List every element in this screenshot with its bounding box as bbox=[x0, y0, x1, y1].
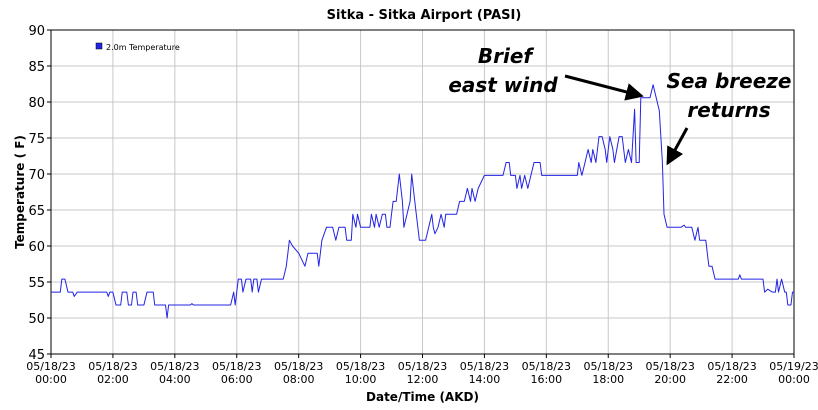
x-tick-label-time: 22:00 bbox=[716, 373, 748, 386]
x-tick-label-time: 12:00 bbox=[407, 373, 439, 386]
y-tick-label: 85 bbox=[28, 60, 45, 75]
x-tick-label-time: 00:00 bbox=[778, 373, 810, 386]
annotation-brief-line1: Brief bbox=[478, 44, 535, 68]
legend: 2.0m Temperature bbox=[95, 42, 180, 52]
x-tick-label-time: 00:00 bbox=[35, 373, 67, 386]
y-tick-label: 90 bbox=[28, 24, 45, 39]
y-tick-label: 65 bbox=[28, 204, 45, 219]
y-axis-title: Temperature ( F) bbox=[13, 135, 27, 249]
x-tick-label-date: 05/19/23 bbox=[769, 360, 818, 373]
y-tick-label: 80 bbox=[28, 96, 45, 111]
x-tick-label-time: 16:00 bbox=[530, 373, 562, 386]
x-axis-title: Date/Time (AKD) bbox=[366, 390, 479, 404]
x-tick-label-time: 04:00 bbox=[159, 373, 191, 386]
series-line-temperature bbox=[51, 84, 794, 319]
chart-title: Sitka - Sitka Airport (PASI) bbox=[327, 8, 522, 23]
x-tick-label-time: 08:00 bbox=[283, 373, 315, 386]
annotation-seabreeze-line1: Sea breeze bbox=[667, 69, 792, 93]
x-tick-label-time: 14:00 bbox=[469, 373, 501, 386]
x-tick-label-date: 05/18/23 bbox=[398, 360, 447, 373]
annotation-brief-arrow bbox=[564, 74, 644, 101]
x-tick-label-time: 10:00 bbox=[345, 373, 377, 386]
x-tick-label-date: 05/18/23 bbox=[584, 360, 633, 373]
y-tick-labels: 45 50 55 60 65 70 75 80 85 90 bbox=[28, 24, 51, 363]
x-tick-label-date: 05/18/23 bbox=[212, 360, 261, 373]
y-tick-label: 70 bbox=[28, 168, 45, 183]
x-tick-label-date: 05/18/23 bbox=[274, 360, 323, 373]
x-tick-label-date: 05/18/23 bbox=[336, 360, 385, 373]
annotation-brief-line2: east wind bbox=[448, 73, 558, 97]
x-tick-label-date: 05/18/23 bbox=[645, 360, 694, 373]
y-tick-label: 45 bbox=[28, 348, 45, 363]
y-tick-label: 55 bbox=[28, 276, 45, 291]
x-tick-label-time: 02:00 bbox=[97, 373, 129, 386]
x-tick-label-date: 05/18/23 bbox=[707, 360, 756, 373]
legend-label: 2.0m Temperature bbox=[106, 43, 180, 52]
series-layer bbox=[51, 84, 794, 319]
legend-swatch bbox=[95, 42, 103, 50]
x-tick-label-time: 18:00 bbox=[592, 373, 624, 386]
x-tick-label-time: 20:00 bbox=[654, 373, 686, 386]
x-tick-label-date: 05/18/23 bbox=[26, 360, 75, 373]
x-tick-label-date: 05/18/23 bbox=[460, 360, 509, 373]
annotation-seabreeze-arrow bbox=[666, 127, 689, 166]
y-tick-label: 60 bbox=[28, 240, 45, 255]
annotations: Brief east wind Sea breeze returns bbox=[448, 44, 792, 166]
x-tick-labels: 05/18/2300:0005/18/2302:0005/18/2304:000… bbox=[26, 354, 818, 386]
y-tick-label: 75 bbox=[28, 132, 45, 147]
annotation-seabreeze-line2: returns bbox=[687, 98, 770, 122]
y-tick-label: 50 bbox=[28, 312, 45, 327]
x-tick-label-time: 06:00 bbox=[221, 373, 253, 386]
x-tick-label-date: 05/18/23 bbox=[150, 360, 199, 373]
x-tick-label-date: 05/18/23 bbox=[522, 360, 571, 373]
x-tick-label-date: 05/18/23 bbox=[88, 360, 137, 373]
